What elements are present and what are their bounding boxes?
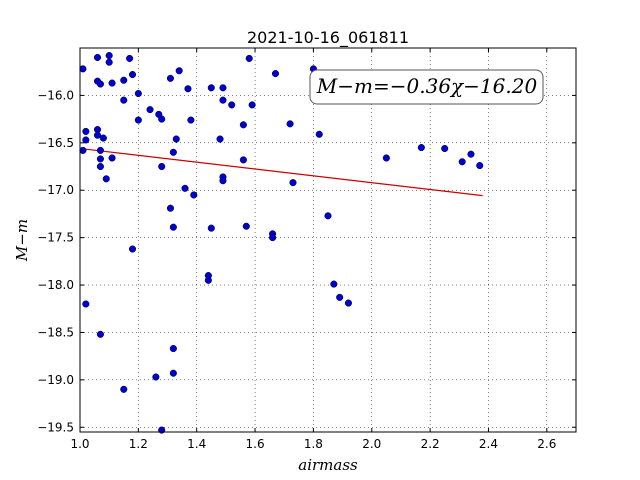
data-point bbox=[134, 116, 142, 124]
data-point bbox=[207, 84, 215, 92]
data-point bbox=[166, 204, 174, 212]
x-tick-label: 1.8 bbox=[304, 437, 323, 451]
data-point bbox=[134, 89, 142, 98]
data-point bbox=[128, 245, 137, 253]
data-point bbox=[336, 293, 344, 301]
x-tick-label: 2.4 bbox=[479, 437, 498, 451]
data-point bbox=[207, 224, 215, 232]
data-point bbox=[216, 135, 224, 143]
data-point bbox=[476, 162, 484, 170]
data-point bbox=[96, 330, 104, 338]
x-tick-label: 2.2 bbox=[421, 437, 440, 451]
data-point bbox=[187, 116, 195, 124]
data-point bbox=[417, 144, 425, 152]
data-point bbox=[181, 184, 189, 192]
data-point bbox=[204, 276, 212, 284]
x-axis-label: airmass bbox=[298, 456, 358, 474]
fit-line bbox=[85, 148, 483, 197]
annotation-box bbox=[309, 69, 544, 105]
data-point bbox=[158, 162, 166, 171]
data-point bbox=[96, 155, 104, 163]
data-point bbox=[219, 84, 227, 92]
y-tick-label: −19.0 bbox=[37, 373, 74, 387]
data-point bbox=[79, 146, 87, 154]
data-point bbox=[269, 234, 277, 242]
data-point bbox=[344, 299, 352, 307]
x-tick-label: 1.6 bbox=[246, 437, 265, 451]
data-point bbox=[330, 280, 338, 288]
data-point bbox=[228, 101, 236, 109]
data-point bbox=[96, 162, 104, 171]
data-point bbox=[242, 222, 250, 230]
data-point bbox=[82, 136, 90, 144]
data-point bbox=[248, 101, 256, 109]
x-tick-label: 1.4 bbox=[187, 437, 206, 451]
data-point bbox=[382, 154, 390, 162]
data-point bbox=[79, 65, 87, 73]
data-point bbox=[120, 76, 128, 84]
chart-title: 2021-10-16_061811 bbox=[247, 28, 409, 48]
grid-lines bbox=[79, 48, 576, 432]
data-point bbox=[82, 300, 90, 308]
data-point bbox=[239, 156, 247, 164]
y-tick-label: −17.5 bbox=[37, 231, 74, 245]
data-point bbox=[102, 175, 110, 183]
data-point bbox=[286, 120, 294, 128]
data-point bbox=[289, 179, 297, 187]
data-point bbox=[169, 223, 177, 231]
data-point bbox=[105, 52, 113, 60]
data-point bbox=[128, 70, 137, 79]
fit-line-group bbox=[85, 148, 483, 197]
y-tick-label: −18.5 bbox=[37, 325, 74, 339]
x-tick-label: 1.2 bbox=[129, 437, 148, 451]
data-point bbox=[152, 373, 160, 381]
data-point bbox=[467, 150, 475, 158]
data-point bbox=[108, 79, 116, 87]
data-point bbox=[184, 85, 192, 93]
data-point bbox=[219, 96, 227, 104]
data-point bbox=[175, 67, 183, 75]
fit-equation: M−m=−0.36χ−16.20 bbox=[316, 74, 538, 98]
y-tick-label: −16.0 bbox=[37, 88, 74, 102]
data-point bbox=[190, 191, 198, 199]
data-point bbox=[105, 58, 113, 66]
data-point bbox=[219, 177, 227, 185]
data-point bbox=[324, 212, 332, 220]
data-point bbox=[96, 80, 104, 88]
x-tick-label: 1.0 bbox=[70, 437, 89, 451]
data-point bbox=[169, 345, 177, 353]
data-point bbox=[271, 70, 280, 78]
fit-annotation: M−m=−0.36χ−16.20 bbox=[309, 69, 544, 105]
data-point bbox=[441, 144, 449, 153]
data-point bbox=[245, 54, 253, 62]
data-point bbox=[82, 127, 90, 135]
data-point bbox=[458, 158, 466, 166]
data-point bbox=[169, 369, 177, 377]
data-point bbox=[315, 130, 323, 138]
data-point bbox=[93, 131, 102, 139]
plot-frame bbox=[79, 47, 577, 433]
x-tick-label: 2.0 bbox=[362, 437, 381, 451]
data-point bbox=[239, 121, 247, 129]
y-tick-label: −16.5 bbox=[37, 136, 74, 150]
data-point bbox=[126, 54, 134, 62]
y-tick-label: −19.5 bbox=[37, 420, 74, 434]
x-tick-label: 2.6 bbox=[537, 437, 556, 451]
data-point bbox=[172, 135, 180, 143]
data-point bbox=[108, 154, 116, 162]
y-tick-label: −18.0 bbox=[37, 278, 74, 292]
data-point bbox=[166, 74, 174, 82]
data-point bbox=[146, 106, 154, 114]
data-point bbox=[169, 148, 177, 156]
data-point bbox=[120, 385, 128, 393]
data-point bbox=[158, 115, 166, 123]
axis-ticks: 1.0 1.2 1.4 1.6 1.8 2.0 2.2 2.4 2.6 −16.0 −16.5 −17… bbox=[37, 48, 576, 451]
data-point bbox=[96, 146, 104, 154]
data-point bbox=[120, 96, 128, 104]
data-point bbox=[93, 53, 102, 62]
data-point bbox=[99, 134, 107, 142]
y-tick-label: −17.0 bbox=[37, 183, 74, 197]
y-axis-label: M−m bbox=[13, 219, 31, 262]
